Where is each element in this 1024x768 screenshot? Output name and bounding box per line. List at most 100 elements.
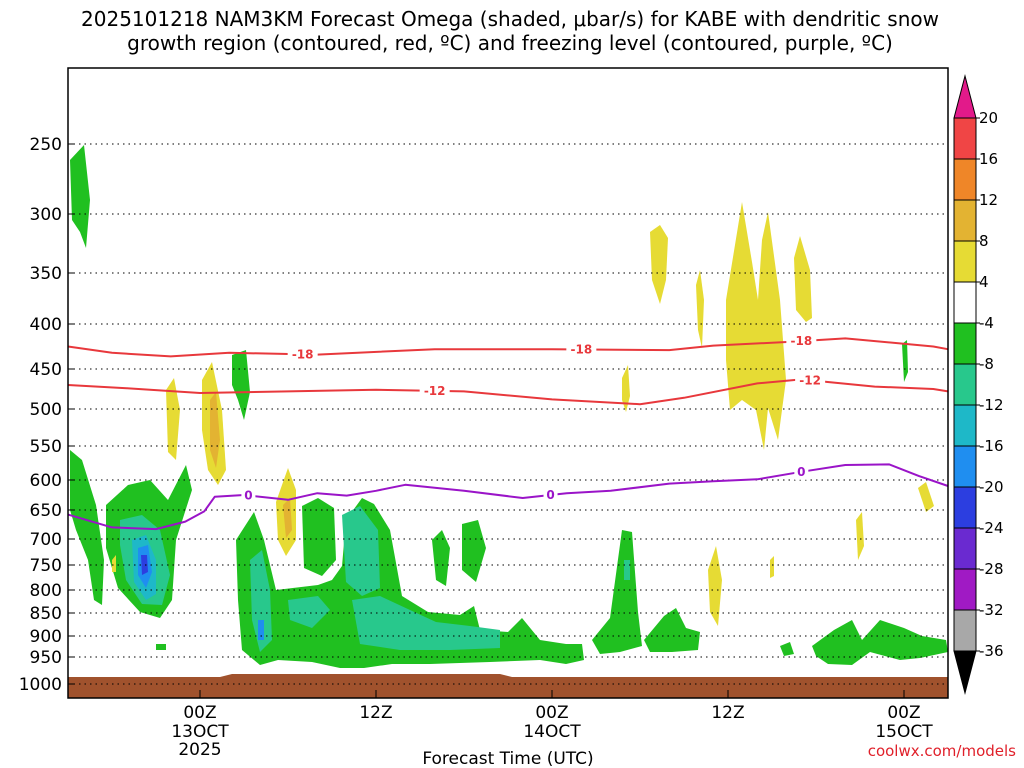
- colorbar-swatch: [953, 281, 977, 324]
- omega-descent-region: [622, 365, 630, 412]
- colorbar-label: -4: [979, 314, 994, 332]
- colorbar-label: -24: [979, 519, 1004, 537]
- pressure-gridlines: [68, 143, 948, 685]
- colorbar-label: -36: [979, 642, 1004, 660]
- omega-shading: [70, 145, 948, 668]
- plot-border: [67, 67, 949, 699]
- colorbar-swatch: [953, 527, 977, 570]
- colorbar-label: 12: [979, 191, 998, 209]
- chart-title-line1: 2025101218 NAM3KM Forecast Omega (shaded…: [81, 7, 939, 31]
- contour-label: -12: [799, 373, 821, 387]
- omega-descent-region: [770, 556, 774, 578]
- x-tick-date: 15OCT: [875, 722, 933, 742]
- y-tick-label: 350: [30, 264, 62, 284]
- y-tick-label: 950: [30, 648, 62, 668]
- contour-label-bg: [419, 382, 450, 399]
- omega-ascent-region: [156, 644, 166, 650]
- y-tick-label: 1000: [19, 675, 62, 695]
- colorbar-label: -16: [979, 437, 1004, 455]
- omega-ascent-strong: [624, 560, 630, 580]
- contour-label-bg: [786, 333, 817, 350]
- x-tick-label: 00Z: [183, 703, 216, 723]
- colorbar-swatch: [953, 609, 977, 652]
- y-tick-label: 600: [30, 471, 62, 491]
- x-tick-label: 12Z: [711, 703, 744, 723]
- contour-label-bg: [287, 346, 318, 363]
- y-tick-label: 900: [30, 627, 62, 647]
- omega-descent-region: [112, 555, 116, 572]
- y-tick-label: 750: [30, 556, 62, 576]
- omega-descent-region: [856, 512, 864, 560]
- x-axis-label: Forecast Time (UTC): [422, 749, 593, 768]
- colorbar-swatch: [953, 158, 977, 201]
- colorbar-label: -32: [979, 601, 1004, 619]
- y-tick-label: 300: [30, 205, 62, 225]
- contour-label: 0: [797, 465, 805, 479]
- omega-ascent-region: [70, 145, 90, 248]
- omega-descent-region: [726, 202, 786, 450]
- y-tick-label: 250: [30, 135, 62, 155]
- freezing-level-contour: [67, 463, 949, 531]
- colorbar-swatch: [953, 117, 977, 160]
- colorbar-swatch: [953, 322, 977, 365]
- colorbar-label: 4: [979, 273, 989, 291]
- omega-ascent-core: [258, 620, 264, 640]
- x-tick-year: 2025: [178, 740, 221, 760]
- omega-ascent-region: [644, 608, 700, 652]
- omega-ascent-core: [141, 555, 148, 575]
- contour-label: 0: [244, 488, 252, 502]
- x-tick-label: 00Z: [535, 703, 568, 723]
- omega-descent-region: [918, 482, 934, 512]
- omega-ascent-region: [232, 350, 250, 420]
- contour-label: -18: [790, 334, 812, 348]
- chart-title-line2: growth region (contoured, red, ºC) and f…: [127, 31, 893, 55]
- contour-label-bg: [795, 372, 826, 389]
- y-tick-label: 400: [30, 315, 62, 335]
- contour-label-bg: [241, 487, 256, 504]
- colorbar-label: 8: [979, 232, 989, 250]
- omega-ascent-strong: [352, 596, 500, 650]
- omega-ascent-region: [902, 340, 908, 382]
- omega-ascent-strong: [342, 506, 380, 596]
- omega-descent-region: [166, 378, 180, 460]
- omega-descent-core: [283, 498, 292, 538]
- x-tick-label: 12Z: [359, 703, 392, 723]
- colorbar-swatch: [953, 486, 977, 529]
- colorbar-swatch: [953, 568, 977, 611]
- contour-label-bg: [566, 341, 597, 358]
- y-tick-label: 500: [30, 400, 62, 420]
- dgz-bottom-contour: [67, 378, 949, 406]
- colorbar-swatch: [953, 199, 977, 242]
- omega-ascent-region: [70, 450, 104, 605]
- x-tick-label: 00Z: [887, 703, 920, 723]
- colorbar-label: 20: [979, 109, 998, 127]
- colorbar-top-arrow: [953, 74, 977, 119]
- omega-descent-region: [708, 546, 722, 626]
- colorbar-swatch: [953, 363, 977, 406]
- colorbar-label: -8: [979, 355, 994, 373]
- omega-ascent-strong: [250, 550, 272, 652]
- omega-ascent-region: [236, 498, 584, 668]
- y-tick-label: 800: [30, 581, 62, 601]
- colorbar-label: -20: [979, 478, 1004, 496]
- x-tick-date: 13OCT: [171, 722, 229, 742]
- colorbar-label: -12: [979, 396, 1004, 414]
- dgz-top-contour: [67, 337, 949, 358]
- omega-descent-region: [650, 225, 668, 304]
- omega-ascent-region: [462, 520, 486, 582]
- y-tick-label: 700: [30, 530, 62, 550]
- colorbar-label: -28: [979, 560, 1004, 578]
- colorbar: 20 16 12 8 4 -4 -8 -12 -16 -20 -24 -28 -32 -36: [953, 74, 1004, 695]
- y-tick-label: 850: [30, 604, 62, 624]
- contour-label: -12: [424, 384, 446, 398]
- contour-label: 0: [546, 488, 554, 502]
- colorbar-swatch: [953, 445, 977, 488]
- y-tick-label: 450: [30, 360, 62, 380]
- y-tick-label: 650: [30, 501, 62, 521]
- colorbar-bottom-arrow: [953, 650, 977, 695]
- omega-ascent-region: [302, 498, 336, 576]
- omega-descent-core: [210, 392, 220, 468]
- credit-label: coolwx.com/models: [868, 742, 1016, 760]
